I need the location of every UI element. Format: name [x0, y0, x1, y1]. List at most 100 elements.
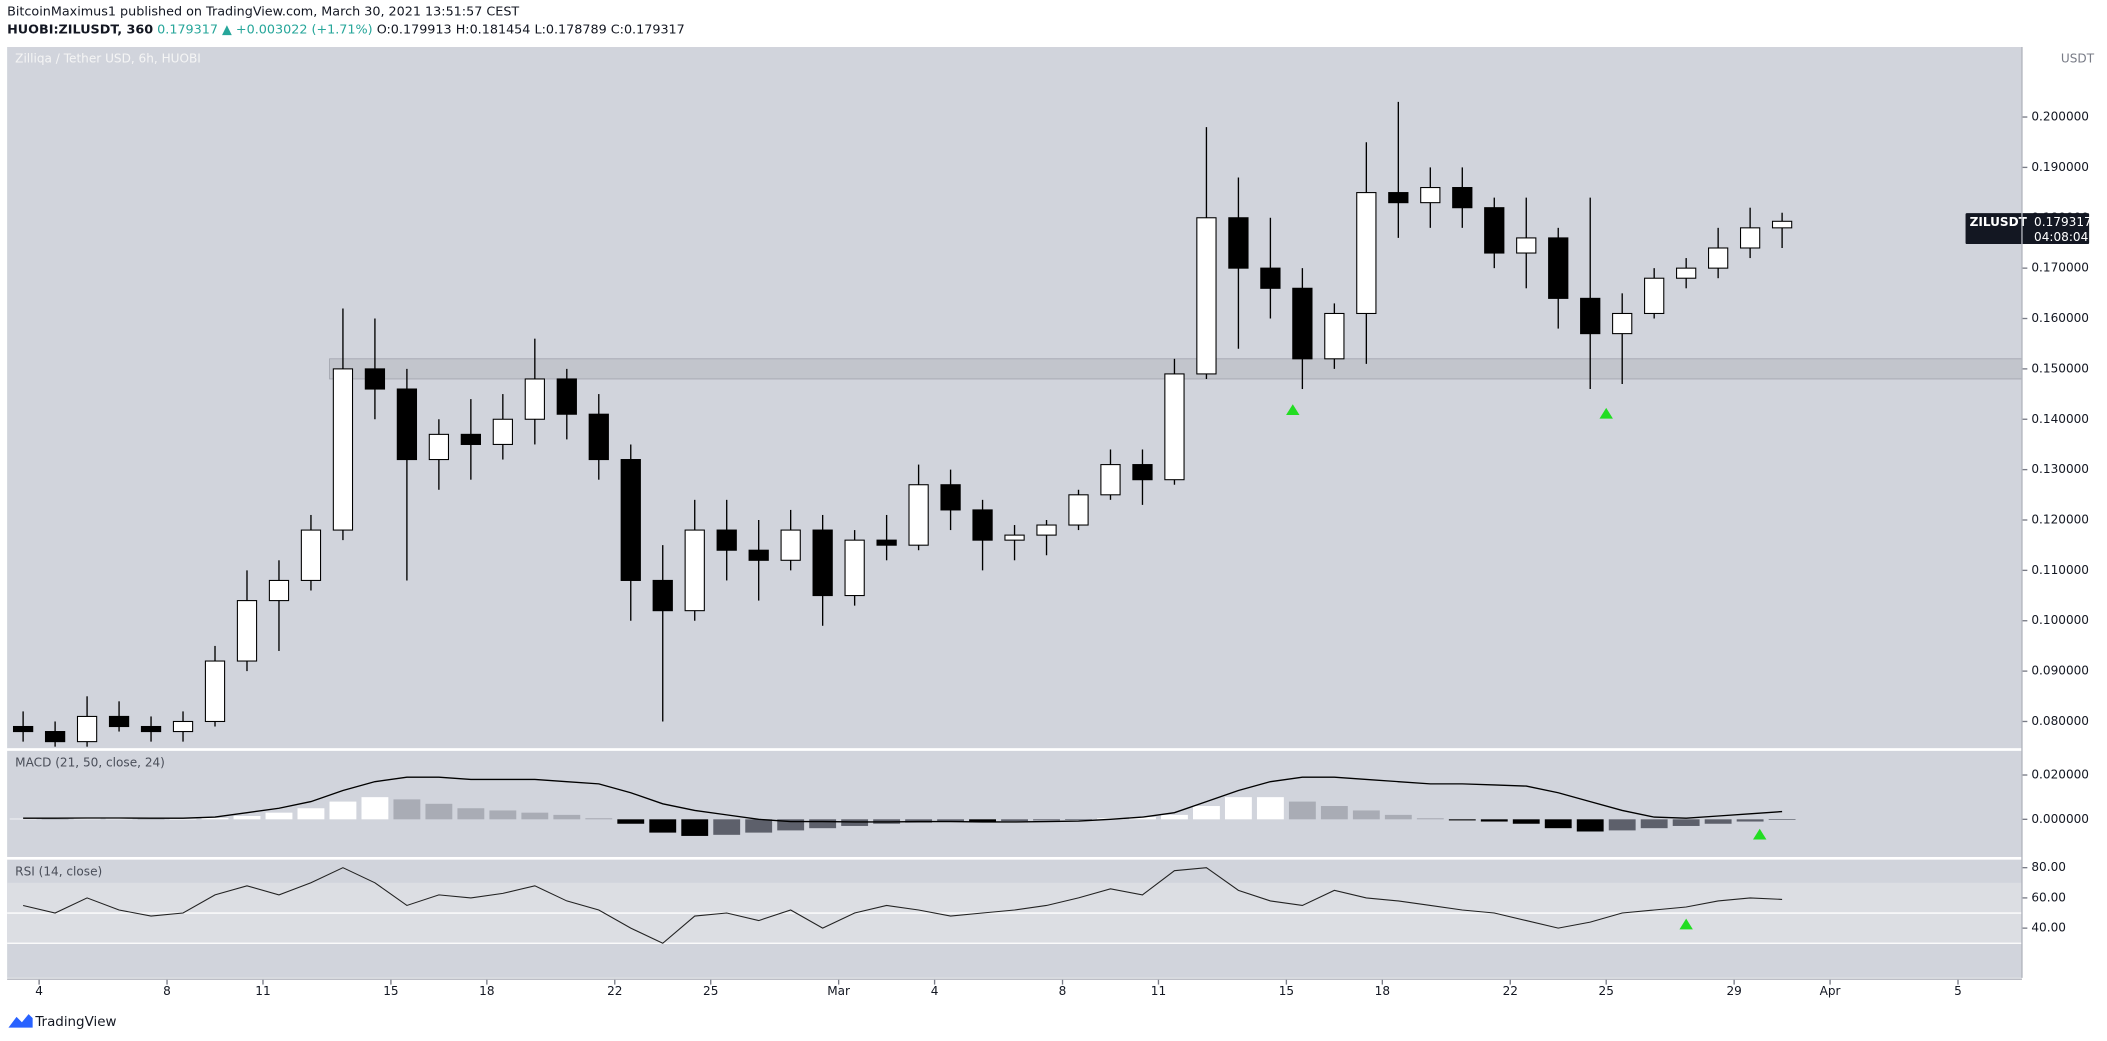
histogram-bar	[1193, 806, 1220, 820]
histogram-bar	[1161, 814, 1188, 820]
candle-body	[1580, 297, 1601, 335]
candle-body	[1036, 524, 1057, 536]
histogram-bar	[1129, 817, 1156, 820]
histogram-bar	[1288, 801, 1316, 820]
histogram-bar	[361, 797, 389, 820]
pane-background	[7, 750, 2022, 857]
x-tick-label: 25	[1599, 984, 1614, 998]
candle-body	[1004, 534, 1025, 541]
histogram-bar	[1672, 819, 1700, 826]
histogram-bar	[937, 819, 965, 822]
y-tick-label: 0.140000	[2031, 412, 2089, 426]
macd-line	[23, 776, 1783, 823]
candle-body	[108, 715, 130, 728]
histogram-bar	[1416, 818, 1444, 820]
pane-background	[7, 47, 2022, 749]
candle-body	[364, 368, 386, 390]
candle-body	[1356, 192, 1377, 315]
candle-body	[1644, 277, 1665, 315]
candle-body	[1228, 217, 1249, 269]
symbol: HUOBI:ZILUSDT, 360	[7, 22, 153, 37]
y-tick-label: 0.150000	[2031, 361, 2089, 375]
candle-body	[1292, 287, 1313, 360]
histogram-bar	[1448, 819, 1476, 821]
last-price-symbol: ZILUSDT	[1970, 215, 2028, 229]
candle-body	[1612, 312, 1633, 335]
histogram-bar	[1544, 819, 1572, 829]
candle-body	[1676, 267, 1697, 279]
candle-body	[1452, 187, 1473, 209]
pane-title: Zilliqa / Tether USD, 6h, HUOBI	[15, 52, 201, 66]
histogram-bar	[73, 818, 101, 820]
histogram-bar	[1001, 819, 1028, 822]
candle-body	[716, 529, 737, 551]
y-tick-label: 60.00	[2031, 890, 2066, 904]
histogram-bar	[585, 818, 613, 820]
candle-body	[940, 484, 961, 511]
histogram-bar	[713, 819, 741, 835]
candle-body	[908, 484, 929, 546]
histogram-bar	[809, 819, 837, 829]
histogram-bar	[553, 814, 581, 820]
histogram-bar	[1384, 814, 1412, 820]
candle-body	[1516, 237, 1537, 254]
x-tick-label: 18	[479, 984, 494, 998]
y-tick-label: 40.00	[2031, 921, 2066, 935]
x-tick-label: Apr	[1820, 984, 1841, 998]
candle-body	[972, 509, 993, 541]
y-tick-label: 0.120000	[2031, 512, 2089, 526]
candle-body	[652, 579, 673, 612]
candle-body	[1388, 192, 1409, 204]
candle-body	[1324, 312, 1345, 360]
x-tick-label: 11	[255, 984, 270, 998]
symbol-line: HUOBI:ZILUSDT, 360 0.179317 ▲ +0.003022 …	[7, 22, 685, 37]
y-tick-label: 0.200000	[2031, 110, 2089, 124]
histogram-bar	[521, 812, 549, 820]
last-price-box	[1965, 213, 2090, 245]
x-tick-label: 18	[1375, 984, 1390, 998]
footer-logo	[8, 1014, 33, 1028]
y-tick-label: 0.170000	[2031, 261, 2089, 275]
candle-body	[396, 388, 418, 461]
candle-body	[780, 529, 801, 561]
candle-body	[204, 660, 226, 723]
histogram-bar	[393, 799, 421, 820]
histogram-bar	[41, 818, 69, 820]
last-price-label: 0.179317	[2034, 215, 2092, 229]
y-tick-label: 0.020000	[2031, 768, 2089, 782]
pane-title: RSI (14, close)	[15, 864, 102, 878]
candle-body	[844, 539, 865, 597]
histogram-bar	[297, 808, 325, 820]
histogram-bar	[681, 819, 709, 836]
histogram-bar	[745, 819, 773, 833]
x-tick-label: 8	[163, 984, 171, 998]
candle-body	[1100, 464, 1121, 496]
candle-body	[300, 529, 322, 581]
x-tick-label: 4	[931, 984, 939, 998]
histogram-bar	[617, 819, 645, 824]
candle-body	[12, 725, 34, 733]
x-tick-label: 4	[35, 984, 43, 998]
candle-body	[76, 715, 98, 743]
y-tick-label: 0.000000	[2031, 812, 2089, 826]
histogram-bar	[233, 815, 261, 820]
candle-body	[1739, 227, 1761, 249]
candle-body	[236, 600, 258, 662]
candle-body	[1708, 247, 1729, 269]
histogram-bar	[649, 819, 677, 833]
histogram-bar	[1608, 819, 1636, 831]
x-tick-label: 22	[1503, 984, 1518, 998]
histogram-bar	[1256, 797, 1284, 820]
x-tick-label: Mar	[827, 984, 850, 998]
y-tick-label: 80.00	[2031, 860, 2066, 874]
histogram-bar	[1065, 819, 1092, 820]
candle-body	[588, 413, 609, 461]
ohlc: O:0.179913 H:0.181454 L:0.178789 C:0.179…	[377, 22, 685, 37]
candle-body	[44, 731, 66, 743]
candle-body	[620, 459, 641, 581]
x-tick-label: 5	[1954, 984, 1962, 998]
y-tick-label: 0.080000	[2031, 714, 2089, 728]
candle-body	[332, 368, 354, 531]
histogram-bar	[489, 810, 517, 820]
